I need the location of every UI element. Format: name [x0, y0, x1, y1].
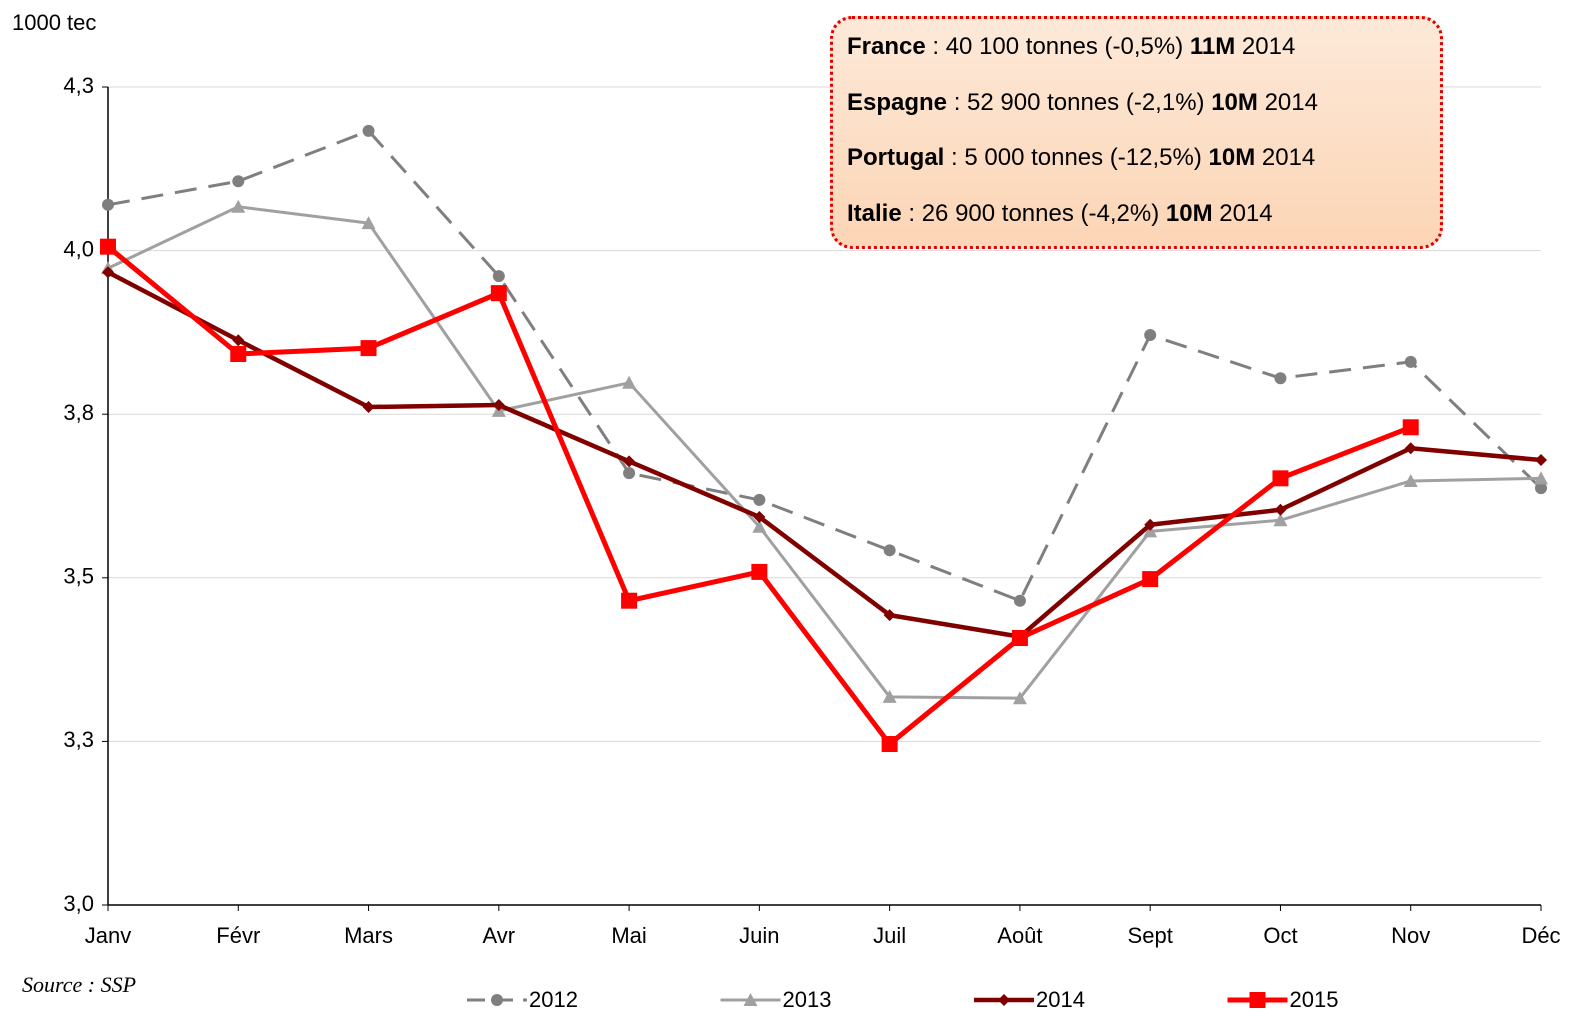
- x-tick-label: Déc: [1521, 923, 1560, 948]
- annotation-year: 2014: [1241, 33, 1296, 60]
- data-point: [490, 285, 507, 302]
- data-point: [1144, 518, 1157, 531]
- data-point: [623, 455, 636, 468]
- data-point: [752, 519, 767, 533]
- data-point: [1402, 419, 1419, 436]
- data-point: [1143, 524, 1158, 538]
- data-point: [100, 238, 116, 255]
- series-line: [107, 205, 1542, 700]
- data-point: [753, 493, 766, 506]
- data-point: [621, 592, 638, 609]
- annotation-year: 2014: [1219, 199, 1273, 227]
- x-tick-label: Janv: [85, 923, 131, 948]
- data-point: [1535, 454, 1547, 467]
- legend-marker: [998, 994, 1010, 1006]
- data-point: [1011, 630, 1028, 647]
- data-point: [492, 399, 505, 412]
- data-point: [230, 345, 247, 362]
- legend-marker: [743, 993, 758, 1006]
- y-tick-label: 3,3: [63, 727, 94, 752]
- x-tick-label: Févr: [216, 923, 260, 948]
- data-point: [1144, 329, 1157, 342]
- annotation-line: Portugal : 5 000 tonnes (-12,5%) 10M 201…: [847, 144, 1440, 200]
- y-tick-label: 3,0: [63, 891, 94, 916]
- annotation-text: : 26 900 tonnes (-4,2%): [908, 199, 1160, 227]
- source: Source : SSP: [22, 972, 137, 997]
- data-point: [751, 563, 768, 580]
- data-point: [102, 266, 114, 279]
- x-tick-label: Juil: [873, 923, 906, 948]
- data-point: [360, 340, 377, 357]
- data-point: [883, 544, 896, 557]
- annotation-country: Portugal: [847, 144, 945, 171]
- data-point: [882, 689, 897, 703]
- x-tick-label: Août: [997, 923, 1042, 948]
- annotation-year: 2014: [1264, 88, 1318, 116]
- x-tick-label: Oct: [1263, 923, 1297, 948]
- annotation-line: Espagne : 52 900 tonnes (-2,1%) 10M 2014: [847, 89, 1440, 145]
- y-tick-label: 4,3: [63, 73, 94, 98]
- annotation-line: France : 40 100 tonnes (-0,5%) 11M 2014: [847, 33, 1440, 89]
- data-point: [1403, 473, 1418, 487]
- data-point: [622, 375, 637, 389]
- data-point: [1274, 372, 1287, 385]
- data-point: [883, 609, 896, 622]
- data-point: [361, 216, 376, 230]
- legend-marker: [491, 994, 503, 1006]
- x-tick-label: Juin: [739, 923, 779, 948]
- data-point: [1404, 355, 1417, 368]
- data-point: [362, 124, 375, 137]
- data-point: [232, 334, 245, 347]
- series-line: [107, 129, 1543, 603]
- data-point: [1404, 442, 1417, 455]
- annotation-country: Espagne: [847, 88, 948, 116]
- y-tick-label: 3,8: [63, 400, 94, 425]
- legend-label: 2015: [1290, 987, 1339, 1012]
- annotation-text: : 52 900 tonnes (-2,1%): [953, 88, 1205, 116]
- data-point: [362, 401, 375, 414]
- annotation-year: 2014: [1261, 144, 1316, 171]
- annotation-period: 10M: [1208, 144, 1256, 171]
- data-point: [1272, 470, 1289, 487]
- data-point: [881, 736, 898, 753]
- annotation-box: France : 40 100 tonnes (-0,5%) 11M 2014 E…: [830, 16, 1443, 249]
- annotation-period: 11M: [1189, 33, 1236, 60]
- x-tick-label: Mars: [344, 923, 393, 948]
- y-tick-label: 4,0: [63, 236, 94, 261]
- x-tick-label: Avr: [483, 923, 516, 948]
- data-point: [623, 467, 636, 480]
- data-point: [753, 510, 766, 523]
- data-point: [1273, 513, 1288, 527]
- y-axis-label: 1000 tec: [12, 10, 96, 35]
- data-point: [1142, 571, 1159, 588]
- series-line: [106, 270, 1542, 639]
- data-point: [492, 270, 505, 283]
- data-point: [1535, 482, 1547, 495]
- annotation-country: Italie: [847, 199, 902, 227]
- data-point: [232, 175, 245, 188]
- y-tick-label: 3,5: [63, 564, 94, 589]
- annotation-period: 10M: [1211, 88, 1258, 116]
- data-point: [231, 199, 246, 213]
- annotation-line: Italie : 26 900 tonnes (-4,2%) 10M 2014: [847, 200, 1440, 256]
- data-point: [1534, 471, 1548, 485]
- annotation-country: France: [847, 33, 926, 60]
- legend-marker: [1249, 992, 1266, 1008]
- data-point: [102, 198, 114, 211]
- annotation-text: : 40 100 tonnes (-0,5%): [932, 33, 1184, 60]
- x-tick-label: Nov: [1391, 923, 1430, 948]
- legend-label: 2014: [1036, 987, 1085, 1012]
- x-tick-label: Mai: [611, 923, 646, 948]
- x-tick-label: Sept: [1128, 923, 1173, 948]
- data-point: [1012, 691, 1027, 705]
- legend-label: 2013: [783, 987, 832, 1012]
- legend-label: 2012: [529, 987, 578, 1012]
- data-point: [1274, 503, 1287, 516]
- data-point: [1013, 594, 1026, 607]
- annotation-period: 10M: [1165, 199, 1213, 227]
- annotation-text: : 5 000 tonnes (-12,5%): [951, 144, 1202, 171]
